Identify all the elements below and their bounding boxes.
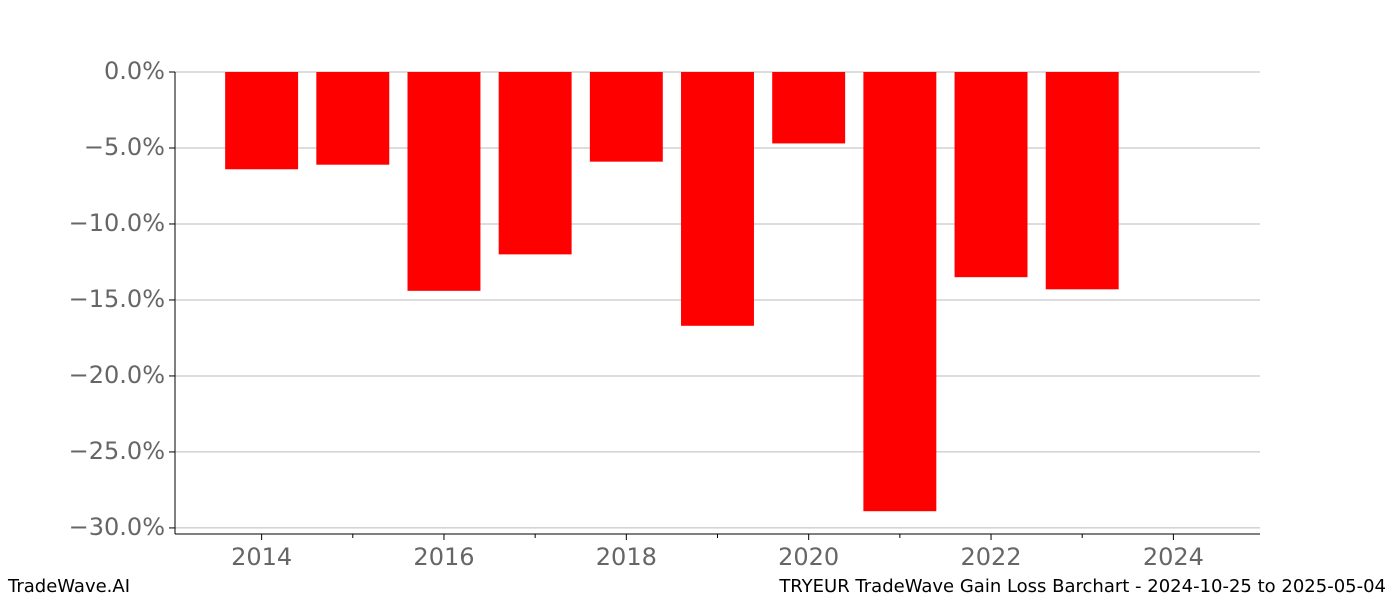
bar [772,72,846,144]
y-tick-label: −10.0% [69,209,165,237]
x-tick-label: 2018 [596,543,657,571]
x-tick-label: 2016 [413,543,474,571]
watermark: TradeWave.AI [7,576,130,597]
bar [589,72,663,162]
x-tick-label: 2014 [231,543,292,571]
bar [225,72,299,170]
bar [954,72,1028,278]
chart-title: TRYEUR TradeWave Gain Loss Barchart - 20… [778,576,1386,597]
bar [407,72,481,291]
bar [498,72,572,255]
x-tick-label: 2020 [778,543,839,571]
x-tick-label: 2022 [960,543,1021,571]
x-tick-label: 2024 [1143,543,1204,571]
bar [316,72,390,165]
bar [681,72,754,326]
y-tick-label: −15.0% [69,285,165,313]
bar [863,72,937,512]
y-tick-label: −30.0% [69,513,165,541]
y-tick-label: −5.0% [84,133,165,161]
y-tick-label: −20.0% [69,361,165,389]
y-tick-label: −25.0% [69,437,165,465]
y-tick-label: 0.0% [104,57,165,85]
bar [1045,72,1119,290]
